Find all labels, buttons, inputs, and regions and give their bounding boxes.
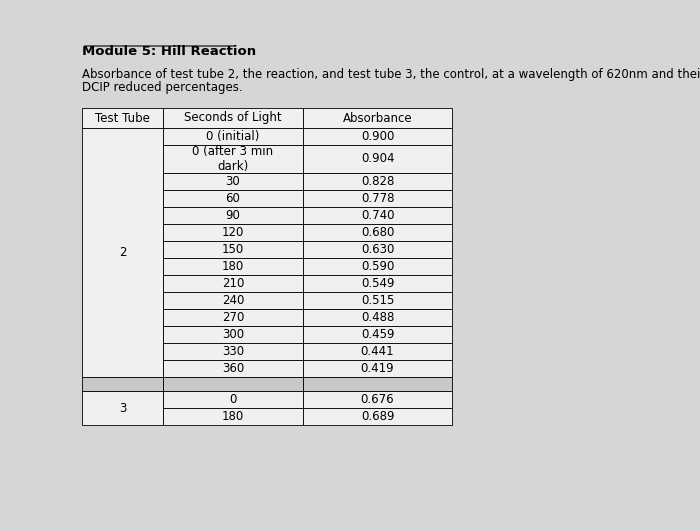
Text: 0.900: 0.900 [360, 130, 394, 143]
Text: 0.676: 0.676 [360, 393, 394, 406]
Bar [163, 224, 303, 241]
Text: 300: 300 [222, 328, 244, 341]
Text: 240: 240 [222, 294, 244, 307]
Text: 0.549: 0.549 [360, 277, 394, 290]
Bar [303, 275, 452, 292]
Bar [303, 128, 452, 145]
Bar [163, 326, 303, 343]
Bar [303, 258, 452, 275]
Bar [163, 258, 303, 275]
Text: 90: 90 [225, 209, 240, 222]
Text: 0 (after 3 min
dark): 0 (after 3 min dark) [193, 145, 274, 173]
Bar [303, 391, 452, 408]
Text: Absorbance: Absorbance [343, 112, 412, 124]
Text: 0.441: 0.441 [360, 345, 394, 358]
Text: 0.828: 0.828 [360, 175, 394, 188]
Text: 150: 150 [222, 243, 244, 256]
Bar [163, 108, 303, 128]
Text: Seconds of Light: Seconds of Light [184, 112, 282, 124]
Text: 0.778: 0.778 [360, 192, 394, 205]
Text: 180: 180 [222, 260, 244, 273]
Text: 30: 30 [225, 175, 240, 188]
Text: 0.488: 0.488 [360, 311, 394, 324]
Bar [163, 128, 303, 145]
Text: 0.630: 0.630 [360, 243, 394, 256]
Bar [163, 207, 303, 224]
Bar [163, 145, 303, 173]
Text: 0.689: 0.689 [360, 410, 394, 423]
Bar [303, 377, 452, 391]
Bar [163, 408, 303, 425]
Text: 3: 3 [119, 401, 126, 415]
Bar [303, 343, 452, 360]
Text: 360: 360 [222, 362, 244, 375]
Bar [82, 391, 163, 425]
Bar [163, 275, 303, 292]
Text: DCIP reduced percentages.: DCIP reduced percentages. [82, 81, 243, 94]
Bar [303, 173, 452, 190]
Bar [163, 173, 303, 190]
Bar [303, 360, 452, 377]
Bar [303, 145, 452, 173]
Bar [303, 224, 452, 241]
Text: Absorbance of test tube 2, the reaction, and test tube 3, the control, at a wave: Absorbance of test tube 2, the reaction,… [82, 68, 700, 81]
Bar [163, 241, 303, 258]
Bar [163, 343, 303, 360]
Text: 0.740: 0.740 [360, 209, 394, 222]
Bar [163, 190, 303, 207]
Bar [163, 360, 303, 377]
Text: 0.904: 0.904 [360, 152, 394, 166]
Bar [163, 292, 303, 309]
Bar [303, 241, 452, 258]
Text: 330: 330 [222, 345, 244, 358]
Bar [303, 190, 452, 207]
Bar [303, 408, 452, 425]
Text: Module 5: Hill Reaction: Module 5: Hill Reaction [82, 45, 256, 58]
Text: 210: 210 [222, 277, 244, 290]
Text: 0.680: 0.680 [360, 226, 394, 239]
Bar [303, 292, 452, 309]
Text: 0: 0 [230, 393, 237, 406]
Bar [303, 207, 452, 224]
Bar [163, 377, 303, 391]
Text: 120: 120 [222, 226, 244, 239]
Bar [163, 309, 303, 326]
Text: Test Tube: Test Tube [95, 112, 150, 124]
Bar [303, 326, 452, 343]
Bar [82, 377, 163, 391]
Bar [82, 108, 163, 128]
Bar [163, 391, 303, 408]
Text: 0.515: 0.515 [360, 294, 394, 307]
Bar [303, 108, 452, 128]
Text: 0 (initial): 0 (initial) [206, 130, 260, 143]
Bar [303, 309, 452, 326]
Text: 0.419: 0.419 [360, 362, 394, 375]
Text: 0.459: 0.459 [360, 328, 394, 341]
Bar [82, 128, 163, 377]
Text: 60: 60 [225, 192, 240, 205]
Text: 2: 2 [119, 246, 126, 259]
Text: 180: 180 [222, 410, 244, 423]
Text: 270: 270 [222, 311, 244, 324]
Text: 0.590: 0.590 [360, 260, 394, 273]
